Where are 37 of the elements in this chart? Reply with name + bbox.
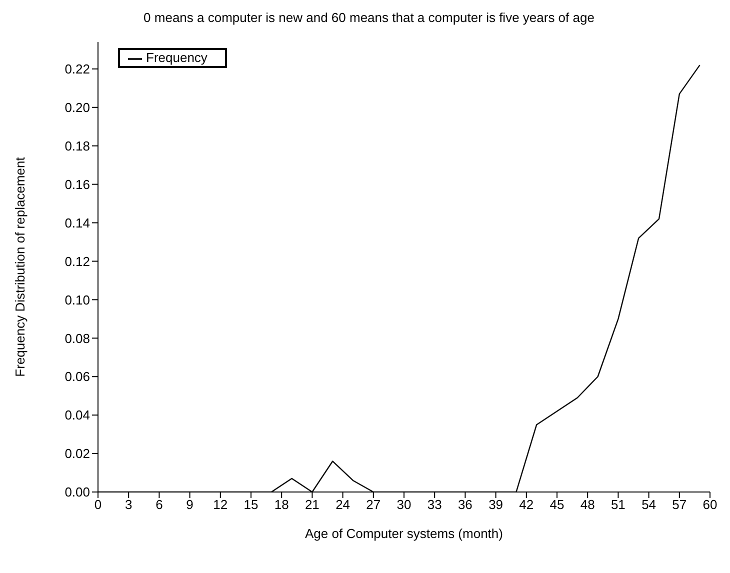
x-tick-label: 48 (580, 497, 595, 512)
y-tick-label: 0.02 (64, 446, 90, 462)
x-tick-label: 24 (336, 497, 350, 512)
y-tick-label: 0.06 (64, 369, 90, 384)
x-tick-label: 54 (642, 497, 656, 512)
x-axis-title: Age of Computer systems (month) (305, 526, 503, 541)
y-tick-label: 0.10 (64, 292, 90, 308)
y-tick-label: 0.00 (64, 484, 90, 500)
x-tick-label: 39 (488, 497, 504, 512)
x-tick-label: 15 (244, 497, 258, 512)
x-tick-label: 36 (458, 497, 472, 512)
y-tick-label: 0.22 (64, 62, 90, 77)
x-tick-label: 18 (274, 497, 289, 512)
y-tick-label: 0.20 (64, 100, 90, 115)
x-tick-label: 30 (396, 497, 412, 512)
x-tick-label: 27 (366, 497, 381, 512)
x-tick-label: 33 (427, 497, 442, 512)
y-tick-label: 0.16 (64, 176, 90, 192)
y-tick-label: 0.12 (64, 254, 90, 269)
x-tick-label: 6 (156, 497, 163, 512)
y-axis-title: Frequency Distribution of replacement (12, 156, 28, 377)
x-tick-label: 51 (610, 497, 626, 512)
y-tick-label: 0.18 (64, 138, 90, 154)
chart-title: 0 means a computer is new and 60 means that a computer is five years of age (142, 9, 596, 27)
x-tick-label: 9 (186, 497, 194, 512)
x-tick-label: 60 (702, 497, 718, 512)
y-tick-label: 0.08 (64, 330, 90, 346)
x-tick-label: 42 (519, 497, 534, 512)
x-tick-label: 21 (304, 497, 320, 512)
x-tick-label: 3 (124, 497, 132, 512)
y-tick-label: 0.14 (64, 215, 90, 230)
x-tick-label: 12 (213, 497, 228, 512)
legend-label: Frequency (146, 50, 208, 65)
x-tick-label: 45 (550, 497, 564, 512)
y-tick-label: 0.04 (64, 408, 90, 423)
x-tick-label: 57 (672, 497, 687, 512)
x-tick-label: 0 (94, 497, 102, 512)
